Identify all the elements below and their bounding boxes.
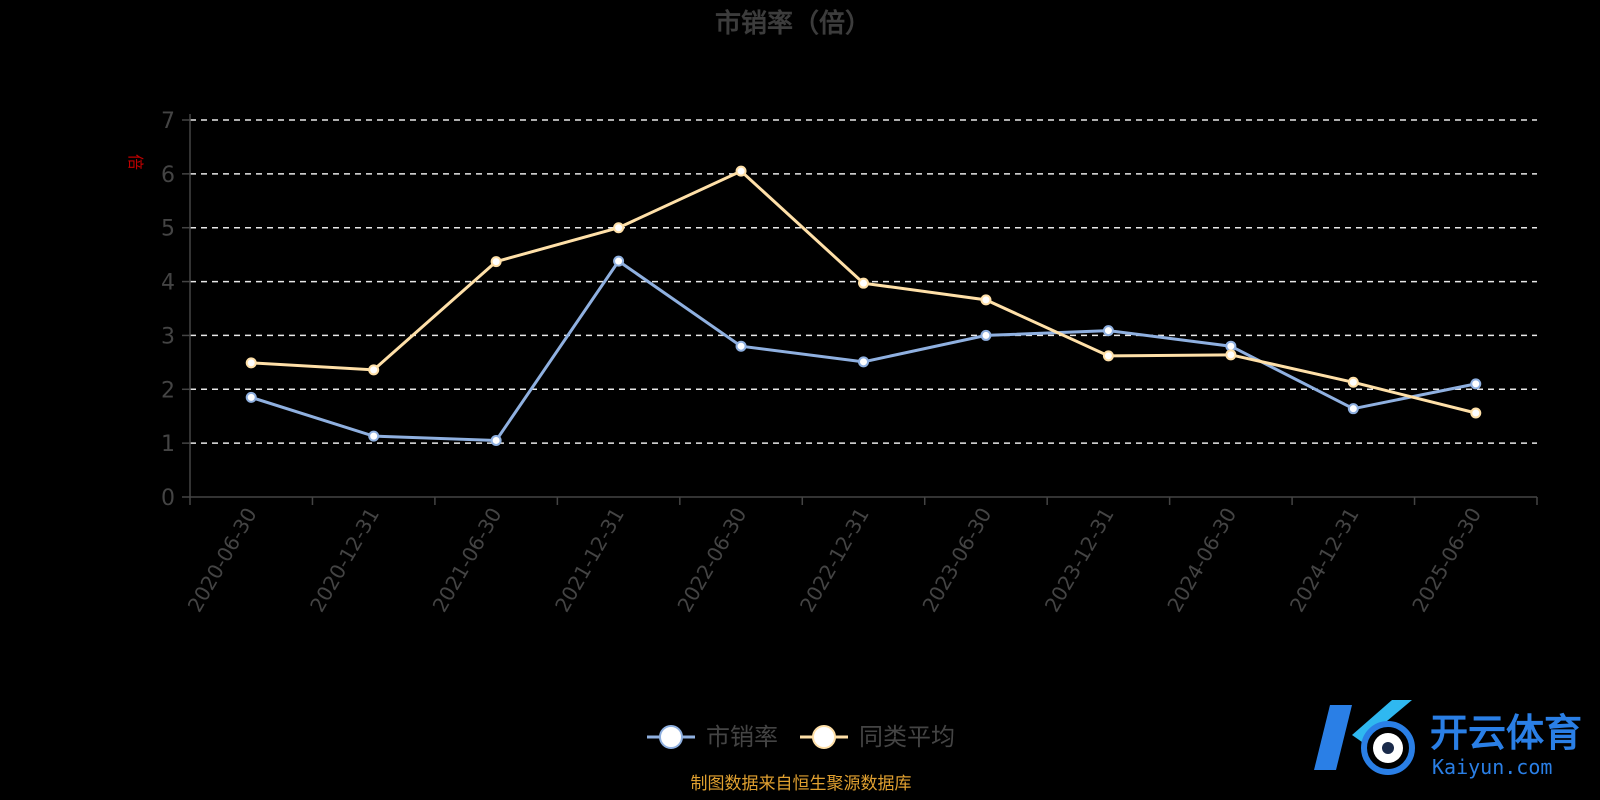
watermark-text-cn: 开云体育: [1430, 711, 1582, 755]
data-point: [1347, 376, 1359, 388]
x-tick-label: 2021-12-31: [550, 504, 629, 617]
legend[interactable]: 市销率 同类平均: [647, 723, 955, 751]
x-tick-label: 2020-06-30: [183, 504, 262, 617]
series-1: [245, 165, 1482, 419]
y-tick-labels: 0 1 2 3 4 5 6 7: [161, 109, 175, 511]
data-point: [613, 222, 625, 234]
series-group: [245, 165, 1482, 446]
x-tick-label: 2023-12-31: [1040, 504, 1119, 617]
y-tick-label: 3: [161, 324, 175, 349]
data-point: [1470, 378, 1482, 390]
x-tick-labels: 2020-06-30 2020-12-31 2021-06-30 2021-12-31…: [183, 504, 1486, 617]
x-tick-label: 2022-12-31: [795, 504, 874, 617]
data-point: [735, 165, 747, 177]
x-tick-label: 2025-06-30: [1407, 504, 1486, 617]
y-tick-label: 2: [161, 378, 175, 403]
y-tick-label: 7: [161, 109, 175, 134]
legend-marker-icon: [812, 725, 836, 749]
watermark-text-en: Kaiyun.com: [1432, 755, 1552, 779]
x-tick-label: 2023-06-30: [917, 504, 996, 617]
x-tick-label: 2024-06-30: [1162, 504, 1241, 617]
data-point: [1470, 407, 1482, 419]
legend-label-series-1: 同类平均: [859, 723, 955, 751]
data-point: [980, 294, 992, 306]
y-tick-label: 6: [161, 163, 175, 188]
y-tick-label: 4: [161, 271, 175, 296]
chart-title: 市销率（倍）: [715, 8, 871, 39]
data-point: [245, 357, 257, 369]
series-0: [245, 255, 1482, 446]
data-point: [1102, 350, 1114, 362]
data-point: [1347, 403, 1359, 415]
data-point: [490, 434, 502, 446]
y-axis-label: 倍: [126, 154, 145, 170]
legend-label-series-0: 市销率: [706, 723, 778, 751]
x-tick-label: 2021-06-30: [428, 504, 507, 617]
data-point: [613, 255, 625, 267]
x-tick-label: 2024-12-31: [1285, 504, 1364, 617]
data-point: [980, 329, 992, 341]
x-tick-label: 2022-06-30: [672, 504, 751, 617]
data-point: [490, 256, 502, 268]
legend-marker-icon: [659, 725, 683, 749]
data-point: [858, 356, 869, 368]
y-tick-label: 1: [161, 432, 175, 457]
watermark-logo: 开云体育 Kaiyun.com: [1314, 700, 1582, 779]
y-tick-label: 5: [161, 217, 175, 242]
source-note: 制图数据来自恒生聚源数据库: [691, 774, 912, 794]
data-point: [858, 277, 869, 289]
data-point: [368, 430, 380, 442]
data-point: [368, 364, 380, 376]
legend-item-series-1[interactable]: 同类平均: [800, 723, 955, 751]
y-tick-label: 0: [161, 486, 175, 511]
x-tick-label: 2020-12-31: [305, 504, 384, 617]
logo-mark-icon: [1314, 700, 1415, 775]
data-point: [245, 391, 257, 403]
axes: [182, 114, 1538, 505]
data-point: [735, 340, 747, 352]
data-point: [1102, 325, 1114, 337]
data-point: [1225, 349, 1237, 361]
legend-item-series-0[interactable]: 市销率: [647, 723, 778, 751]
